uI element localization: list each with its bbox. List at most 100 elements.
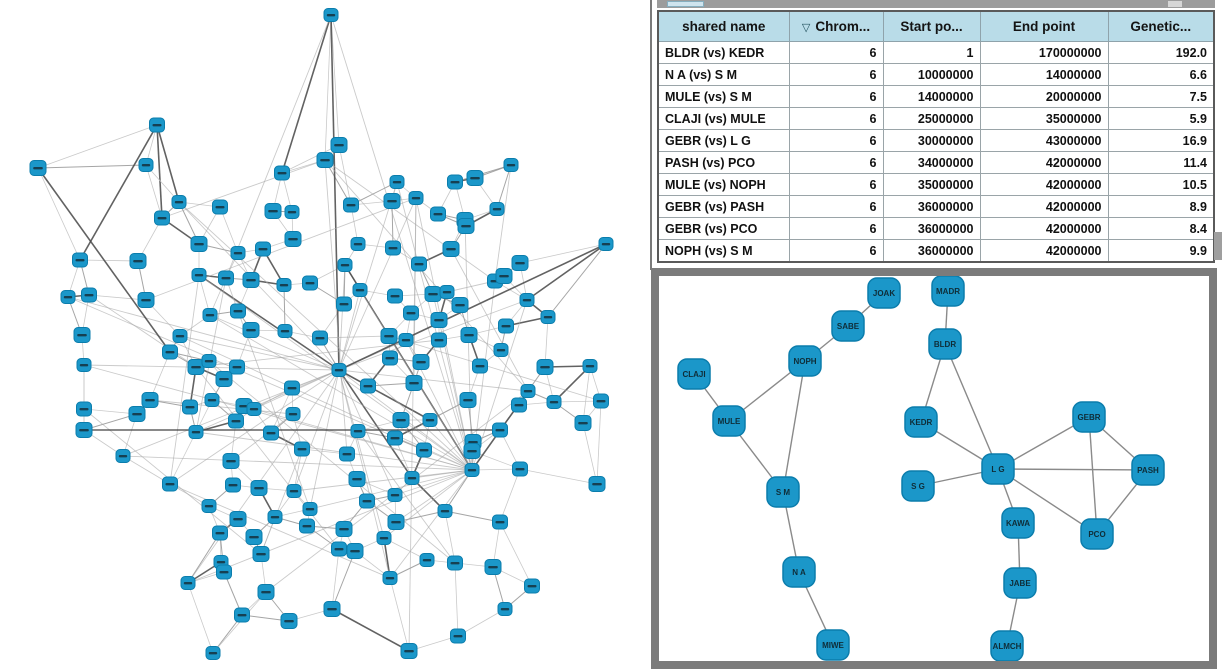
cell-shared-name[interactable]: GEBR (vs) PCO <box>657 217 790 240</box>
network-node[interactable] <box>387 488 403 502</box>
cell-value[interactable]: 6 <box>788 217 884 240</box>
network-node[interactable] <box>285 407 301 421</box>
cell-value[interactable]: 6.6 <box>1107 63 1215 86</box>
network-node[interactable] <box>512 461 528 477</box>
cell-shared-name[interactable]: GEBR (vs) L G <box>657 129 790 152</box>
network-node[interactable] <box>205 646 221 660</box>
network-node[interactable] <box>316 152 334 168</box>
network-node[interactable] <box>284 231 302 247</box>
network-node[interactable] <box>138 158 154 172</box>
cell-value[interactable]: 42000000 <box>979 173 1109 196</box>
cell-value[interactable]: 35000000 <box>979 107 1109 130</box>
network-node[interactable] <box>376 531 392 545</box>
cell-value[interactable]: 36000000 <box>882 217 981 240</box>
cell-value[interactable]: 36000000 <box>882 239 981 263</box>
node-CLAJI[interactable]: CLAJI <box>677 358 711 390</box>
network-node[interactable] <box>191 268 207 282</box>
network-node[interactable] <box>128 406 146 422</box>
network-node[interactable] <box>489 202 505 216</box>
node-SABE[interactable]: SABE <box>831 310 865 342</box>
cell-value[interactable]: 42000000 <box>979 217 1109 240</box>
network-node[interactable] <box>472 358 488 374</box>
network-node[interactable] <box>204 393 220 407</box>
network-node[interactable] <box>408 191 424 205</box>
cell-value[interactable]: 8.4 <box>1107 217 1215 240</box>
network-node[interactable] <box>383 193 401 209</box>
network-node[interactable] <box>294 441 310 457</box>
network-node[interactable] <box>172 329 188 343</box>
network-node[interactable] <box>466 170 484 186</box>
network-node[interactable] <box>392 412 410 428</box>
network-node[interactable] <box>503 158 519 172</box>
column-header-0[interactable]: shared name <box>657 10 790 42</box>
network-node[interactable] <box>162 344 178 360</box>
network-node[interactable] <box>495 268 513 284</box>
network-node[interactable] <box>242 272 260 288</box>
network-node[interactable] <box>229 359 245 375</box>
cell-shared-name[interactable]: GEBR (vs) PASH <box>657 195 790 218</box>
network-node[interactable] <box>274 165 290 181</box>
network-node[interactable] <box>330 137 348 153</box>
cell-value[interactable]: 36000000 <box>882 195 981 218</box>
cell-value[interactable]: 42000000 <box>979 195 1109 218</box>
network-node[interactable] <box>212 525 228 541</box>
network-node[interactable] <box>246 402 262 416</box>
edge-BLDR-LG[interactable] <box>944 343 999 470</box>
node-SG[interactable]: S G <box>901 470 935 502</box>
cell-shared-name[interactable]: PASH (vs) PCO <box>657 151 790 174</box>
network-node[interactable] <box>430 206 446 222</box>
network-node[interactable] <box>511 255 529 271</box>
cell-value[interactable]: 42000000 <box>979 151 1109 174</box>
network-node[interactable] <box>511 397 527 413</box>
cell-value[interactable]: 6 <box>788 239 884 263</box>
network-node[interactable] <box>218 270 234 286</box>
network-node[interactable] <box>154 210 170 226</box>
cell-value[interactable]: 11.4 <box>1107 151 1215 174</box>
network-node[interactable] <box>255 241 271 257</box>
network-node[interactable] <box>257 584 275 600</box>
network-node[interactable] <box>359 493 375 509</box>
network-node[interactable] <box>346 543 364 559</box>
network-node[interactable] <box>277 324 293 338</box>
cell-value[interactable]: 6 <box>788 41 884 64</box>
node-KEDR[interactable]: KEDR <box>904 406 938 438</box>
node-GEBR[interactable]: GEBR <box>1072 401 1106 433</box>
network-node[interactable] <box>492 422 508 438</box>
edge-GEBR-PCO[interactable] <box>1088 416 1098 535</box>
node-JABE[interactable]: JABE <box>1003 567 1037 599</box>
table-row[interactable]: NOPH (vs) S M 6 36000000 42000000 9.9 <box>657 239 1215 263</box>
network-node[interactable] <box>437 504 453 518</box>
network-node[interactable] <box>484 559 502 575</box>
network-node[interactable] <box>230 303 246 319</box>
network-node[interactable] <box>360 378 376 394</box>
node-PASH[interactable]: PASH <box>1131 454 1165 486</box>
network-node[interactable] <box>348 471 366 487</box>
cell-shared-name[interactable]: CLAJI (vs) MULE <box>657 107 790 130</box>
cell-value[interactable]: 6 <box>788 85 884 108</box>
network-node[interactable] <box>398 333 414 347</box>
network-node[interactable] <box>190 236 208 252</box>
scrollbar-thumb[interactable] <box>667 1 704 7</box>
edge-LG-PASH[interactable] <box>997 468 1149 471</box>
network-node[interactable] <box>389 175 405 189</box>
network-node[interactable] <box>141 392 159 408</box>
cell-value[interactable]: 170000000 <box>979 41 1109 64</box>
network-node[interactable] <box>76 401 92 417</box>
network-node[interactable] <box>519 293 535 307</box>
network-node[interactable] <box>385 240 401 256</box>
network-node[interactable] <box>280 613 298 629</box>
network-node[interactable] <box>447 555 463 571</box>
column-header-4[interactable]: Genetic... <box>1107 10 1215 42</box>
network-node[interactable] <box>460 327 478 343</box>
network-node[interactable] <box>323 8 339 22</box>
network-node[interactable] <box>403 305 419 321</box>
edge-NOPH-SM[interactable] <box>782 360 806 493</box>
cell-shared-name[interactable]: MULE (vs) NOPH <box>657 173 790 196</box>
cell-value[interactable]: 8.9 <box>1107 195 1215 218</box>
network-node[interactable] <box>264 203 282 219</box>
network-node[interactable] <box>245 529 263 545</box>
cell-value[interactable]: 6 <box>788 151 884 174</box>
table-row[interactable]: N A (vs) S M 6 10000000 14000000 6.6 <box>657 63 1215 86</box>
cell-value[interactable]: 34000000 <box>882 151 981 174</box>
scrollbar-end-block[interactable] <box>1214 232 1222 260</box>
